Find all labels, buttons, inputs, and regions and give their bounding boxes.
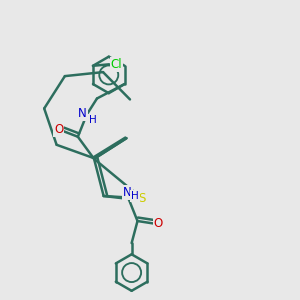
Text: N: N [123,186,132,199]
Text: H: H [131,191,139,201]
Text: S: S [138,192,146,205]
Text: H: H [89,115,97,125]
Text: Cl: Cl [111,58,122,71]
Text: O: O [154,218,163,230]
Text: O: O [54,123,63,136]
Text: N: N [78,107,87,120]
